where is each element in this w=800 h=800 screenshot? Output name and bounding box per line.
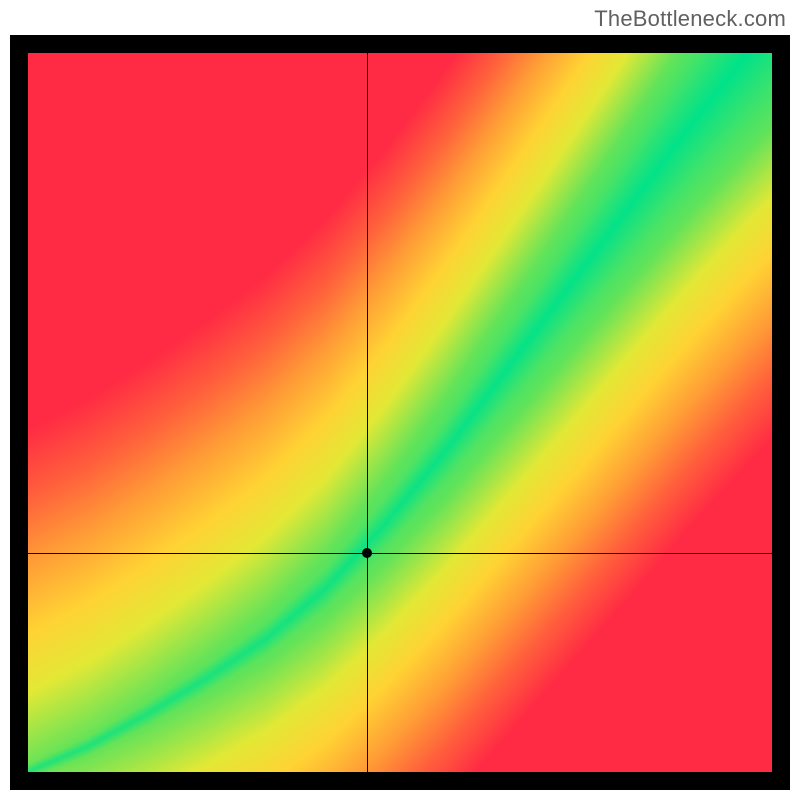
heatmap-canvas bbox=[28, 53, 772, 772]
marker-dot bbox=[362, 548, 372, 558]
crosshair-vertical bbox=[367, 53, 368, 772]
watermark-label: TheBottleneck.com bbox=[594, 6, 786, 32]
heatmap-plot bbox=[10, 35, 790, 790]
crosshair-horizontal bbox=[28, 553, 772, 554]
chart-container: TheBottleneck.com bbox=[0, 0, 800, 800]
